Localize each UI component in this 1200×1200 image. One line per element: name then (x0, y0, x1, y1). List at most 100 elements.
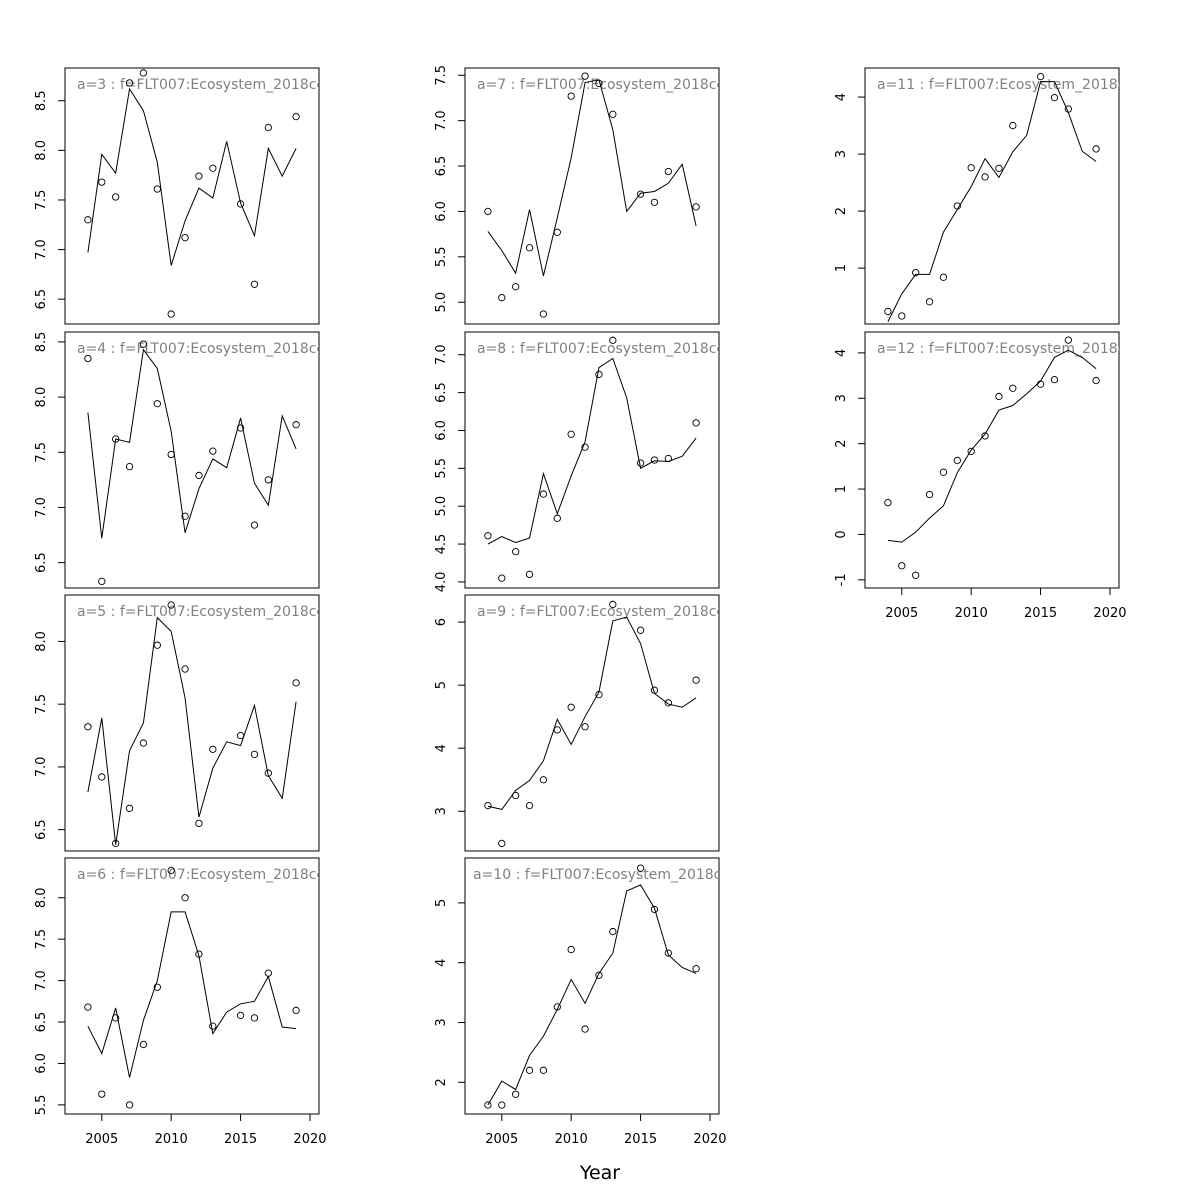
y-tick-label: 4.0 (434, 572, 449, 593)
data-point (195, 172, 203, 180)
data-point (898, 562, 906, 570)
data-point (664, 949, 672, 957)
data-point (125, 1101, 134, 1109)
panel-frame (64, 331, 320, 589)
x-tick-label: 2015 (224, 1132, 257, 1147)
fit-line (87, 348, 297, 539)
data-point (125, 804, 134, 812)
y-tick-label: 5.5 (434, 246, 449, 267)
data-point (181, 665, 189, 673)
data-point (581, 1025, 589, 1033)
fit-line (887, 349, 1097, 543)
y-tick-label: 6.0 (434, 420, 449, 441)
data-point (84, 1003, 92, 1011)
data-point (112, 193, 120, 201)
data-point (650, 905, 659, 914)
data-point (692, 203, 700, 211)
y-tick-label: 6.0 (434, 201, 449, 222)
data-point (650, 456, 659, 464)
panel-frame (64, 857, 320, 1115)
fit-line (487, 616, 697, 810)
data-point (98, 178, 106, 186)
data-point (898, 312, 906, 320)
panel: a=12 : f=FLT007:Ecosystem_2018co -1 0 1 2 3 4 2… (834, 331, 1127, 621)
y-tick-label: 8.0 (34, 631, 49, 652)
y-tick-label: 3 (434, 1018, 449, 1026)
panel-frame (64, 67, 320, 325)
y-tick-label: 3 (834, 394, 849, 402)
y-tick-label: 7.0 (34, 239, 49, 260)
data-point (512, 1090, 520, 1098)
data-point (664, 167, 672, 176)
panel-frame (464, 331, 720, 589)
y-tick-label: 4 (434, 744, 449, 752)
data-point (181, 512, 189, 520)
y-tick-label: 4 (434, 959, 449, 967)
y-tick-label: 7.0 (434, 110, 449, 131)
y-tick-label: 2 (834, 440, 849, 448)
y-tick-label: 3 (434, 807, 449, 815)
data-point (1009, 384, 1017, 392)
x-tick-label: 2010 (155, 1132, 188, 1147)
panel-title: a=9 : f=FLT007:Ecosystem_2018cor (477, 604, 731, 620)
y-tick-label: 8.0 (34, 140, 49, 161)
data-point (292, 679, 300, 687)
y-tick-label: 7.5 (34, 929, 49, 950)
data-point (498, 1101, 506, 1109)
data-point (581, 723, 589, 731)
data-point (1036, 72, 1045, 81)
data-point (264, 969, 272, 977)
panel-frame (864, 331, 1120, 589)
data-point (1092, 376, 1100, 385)
panel: a=6 : f=FLT007:Ecosystem_2018cor 5.5 6.0 6.… (34, 857, 327, 1147)
data-point (139, 1040, 148, 1049)
data-point (636, 459, 645, 467)
data-point (512, 547, 520, 556)
data-point (609, 336, 617, 344)
data-point (884, 499, 892, 507)
x-tick-label: 2020 (293, 1132, 326, 1147)
data-point (967, 447, 975, 456)
x-tick-label: 2020 (693, 1132, 726, 1147)
panel-frame (64, 594, 320, 852)
fit-line (87, 87, 297, 266)
data-point (692, 419, 700, 427)
data-point (209, 745, 217, 754)
panel-frame (464, 857, 720, 1115)
x-tick-label: 2010 (955, 606, 988, 621)
data-point (250, 750, 259, 759)
data-point (498, 294, 506, 302)
panel: a=9 : f=FLT007:Ecosystem_2018cor 3 4 5 6 (434, 594, 731, 852)
data-point (567, 945, 575, 954)
data-point (664, 699, 672, 707)
data-point (539, 1066, 548, 1074)
panel: a=4 : f=FLT007:Ecosystem_2018cor 6.5 7.0 7.… (34, 331, 320, 589)
data-point (981, 173, 989, 181)
data-point (553, 514, 561, 522)
panel-title: a=5 : f=FLT007:Ecosystem_2018cor (77, 604, 331, 620)
y-tick-label: 4.5 (434, 534, 449, 555)
y-tick-label: 4 (834, 93, 849, 101)
data-point (1036, 380, 1045, 388)
data-point (609, 600, 617, 609)
data-point (264, 476, 272, 484)
data-point (912, 571, 920, 579)
data-point (567, 703, 575, 711)
y-tick-label: 0 (834, 530, 849, 538)
data-point (953, 456, 961, 465)
y-tick-label: 1 (834, 264, 849, 272)
data-point (553, 228, 561, 236)
x-tick-label: 2005 (85, 1132, 118, 1147)
data-point (1050, 376, 1059, 384)
y-tick-label: 5.0 (434, 292, 449, 313)
data-point (250, 521, 259, 529)
data-point (884, 307, 892, 316)
y-tick-label: 5.5 (434, 458, 449, 479)
data-point (153, 400, 161, 408)
data-point (609, 927, 617, 936)
data-point (181, 234, 189, 242)
y-tick-label: 4 (834, 349, 849, 357)
y-tick-label: 8.5 (34, 90, 49, 111)
data-point (539, 310, 548, 318)
data-point (1050, 93, 1059, 102)
